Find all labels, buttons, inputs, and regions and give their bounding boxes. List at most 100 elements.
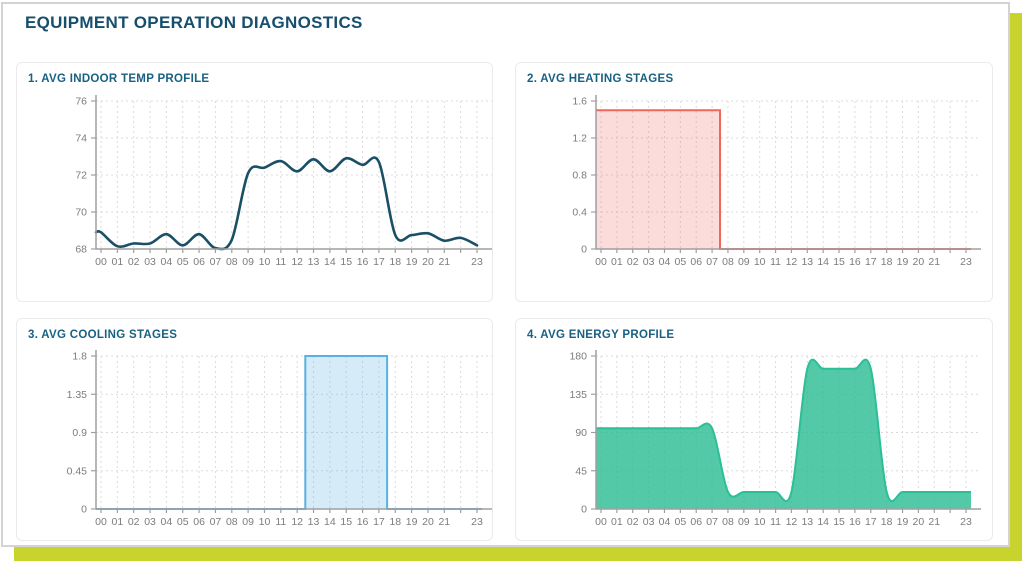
chart-card-heating-stages: 2. AVG HEATING STAGES 0 0.4 0.8 1.2 1.6 00 01 0…	[515, 62, 993, 302]
svg-text:23: 23	[960, 256, 972, 268]
chart-card-cooling-stages: 3. AVG COOLING STAGES 0 0.45 0.9 1.35 1.8 00 0…	[16, 318, 493, 541]
svg-text:06: 06	[193, 516, 205, 528]
svg-text:07: 07	[706, 256, 718, 268]
svg-text:19: 19	[406, 516, 418, 528]
svg-text:19: 19	[897, 516, 909, 528]
svg-text:1.35: 1.35	[67, 389, 88, 401]
svg-text:04: 04	[659, 256, 671, 268]
svg-text:00: 00	[95, 256, 107, 268]
svg-text:04: 04	[659, 516, 671, 528]
page-title: EQUIPMENT OPERATION DIAGNOSTICS	[25, 13, 363, 32]
svg-text:00: 00	[95, 516, 107, 528]
chart-canvas-energy-profile[interactable]: 0 45 90 135 180 00 01 02 03 04 05 06 07 08 09 10 11 12 13 1…	[516, 319, 994, 542]
svg-text:18: 18	[389, 516, 401, 528]
svg-text:16: 16	[357, 256, 369, 268]
svg-text:01: 01	[611, 256, 623, 268]
svg-text:17: 17	[373, 256, 385, 268]
svg-text:17: 17	[373, 516, 385, 528]
chart-canvas-indoor-temp[interactable]: 68 70 72 74 76 00 01 02 03 04 05 06 07 08 09 10 11 12 13 14…	[17, 63, 494, 303]
svg-text:0: 0	[581, 504, 587, 516]
svg-text:03: 03	[144, 516, 156, 528]
svg-text:13: 13	[801, 256, 813, 268]
svg-text:23: 23	[471, 516, 483, 528]
svg-text:90: 90	[575, 427, 587, 439]
svg-text:01: 01	[112, 256, 124, 268]
chart-title-cooling-stages: 3. AVG COOLING STAGES	[28, 329, 178, 341]
svg-text:20: 20	[422, 516, 434, 528]
svg-text:0.45: 0.45	[67, 465, 88, 477]
svg-text:21: 21	[438, 256, 450, 268]
chart-card-indoor-temp: 1. AVG INDOOR TEMP PROFILE 68 70 72 74 76 00 0…	[16, 62, 493, 302]
svg-text:76: 76	[75, 96, 87, 108]
svg-text:02: 02	[128, 256, 140, 268]
svg-text:21: 21	[438, 516, 450, 528]
svg-text:14: 14	[324, 256, 336, 268]
svg-text:15: 15	[833, 516, 845, 528]
svg-text:19: 19	[897, 256, 909, 268]
svg-text:07: 07	[210, 256, 222, 268]
svg-text:135: 135	[569, 389, 587, 401]
svg-text:15: 15	[833, 256, 845, 268]
svg-text:07: 07	[706, 516, 718, 528]
svg-text:06: 06	[690, 516, 702, 528]
chart-title-indoor-temp: 1. AVG INDOOR TEMP PROFILE	[28, 73, 210, 85]
svg-text:02: 02	[627, 256, 639, 268]
svg-text:1.6: 1.6	[572, 96, 587, 108]
svg-text:00: 00	[595, 516, 607, 528]
svg-text:05: 05	[675, 516, 687, 528]
svg-text:05: 05	[177, 516, 189, 528]
svg-text:13: 13	[308, 516, 320, 528]
svg-text:11: 11	[275, 256, 286, 268]
svg-text:45: 45	[575, 465, 587, 477]
svg-text:12: 12	[291, 516, 303, 528]
svg-text:10: 10	[754, 516, 766, 528]
svg-text:12: 12	[291, 256, 303, 268]
svg-text:09: 09	[738, 516, 750, 528]
svg-text:13: 13	[801, 516, 813, 528]
svg-text:70: 70	[75, 207, 87, 219]
svg-text:14: 14	[817, 256, 829, 268]
chart-title-heating-stages: 2. AVG HEATING STAGES	[527, 73, 674, 85]
svg-text:74: 74	[75, 133, 87, 145]
svg-text:06: 06	[193, 256, 205, 268]
svg-text:12: 12	[786, 516, 798, 528]
svg-text:03: 03	[144, 256, 156, 268]
svg-text:16: 16	[849, 516, 861, 528]
svg-text:04: 04	[161, 256, 173, 268]
svg-text:05: 05	[177, 256, 189, 268]
svg-text:09: 09	[738, 256, 750, 268]
svg-text:08: 08	[722, 516, 734, 528]
svg-text:09: 09	[242, 516, 254, 528]
svg-text:03: 03	[643, 516, 655, 528]
svg-text:20: 20	[913, 256, 925, 268]
svg-text:11: 11	[275, 516, 286, 528]
svg-text:0: 0	[581, 244, 587, 256]
svg-text:11: 11	[770, 516, 781, 528]
svg-text:19: 19	[406, 256, 418, 268]
svg-text:0.4: 0.4	[572, 207, 587, 219]
svg-text:1.8: 1.8	[72, 351, 87, 363]
svg-text:15: 15	[340, 516, 352, 528]
svg-text:21: 21	[928, 516, 940, 528]
svg-text:08: 08	[226, 256, 238, 268]
svg-text:21: 21	[928, 256, 940, 268]
svg-text:00: 00	[595, 256, 607, 268]
chart-canvas-heating-stages[interactable]: 00.40.81.21.600 01 02 03 04 05 06 07 08 09 10 11 12 1…	[516, 63, 994, 303]
svg-text:20: 20	[422, 256, 434, 268]
chart-canvas-cooling-stages[interactable]: 0 0.45 0.9 1.35 1.8 00 01 02 03 04 05 06 07 08 09 10 11 1…	[17, 319, 494, 542]
svg-text:03: 03	[643, 256, 655, 268]
svg-text:15: 15	[340, 256, 352, 268]
svg-text:08: 08	[226, 516, 238, 528]
svg-text:08: 08	[722, 256, 734, 268]
svg-text:17: 17	[865, 256, 877, 268]
svg-text:05: 05	[675, 256, 687, 268]
svg-text:18: 18	[881, 516, 893, 528]
chart-title-energy-profile: 4. AVG ENERGY PROFILE	[527, 329, 675, 341]
svg-text:12: 12	[786, 256, 798, 268]
svg-text:11: 11	[770, 256, 781, 268]
svg-text:23: 23	[960, 516, 972, 528]
svg-text:10: 10	[259, 256, 271, 268]
svg-text:01: 01	[112, 516, 124, 528]
svg-text:10: 10	[754, 256, 766, 268]
svg-text:02: 02	[627, 516, 639, 528]
